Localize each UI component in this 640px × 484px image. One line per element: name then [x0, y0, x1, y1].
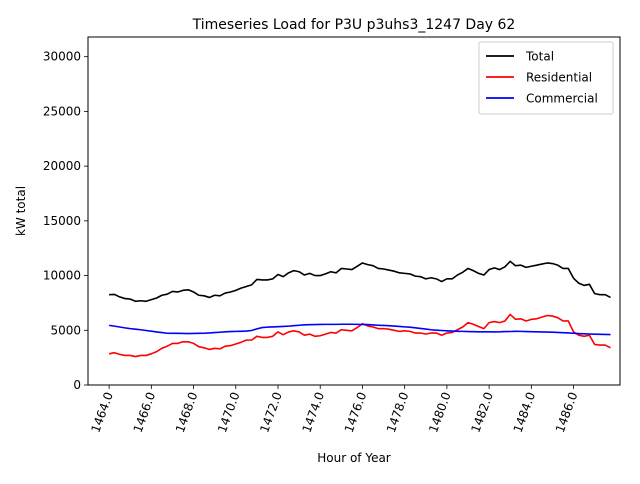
- series-line-residential: [108, 313, 611, 358]
- series-line-commercial: [108, 323, 611, 336]
- y-tick-label: 15000: [43, 214, 81, 228]
- legend-label-total: Total: [525, 50, 554, 64]
- x-tick-label: 1466.0: [131, 390, 159, 434]
- y-tick-label: 30000: [43, 50, 81, 64]
- legend-label-commercial: Commercial: [526, 92, 598, 106]
- legend-frame: [478, 41, 614, 115]
- x-tick-label: 1486.0: [553, 390, 581, 434]
- legend: Total Residential Commercial: [478, 41, 614, 115]
- series-line-total: [109, 260, 611, 303]
- x-tick-label: 1470.0: [215, 390, 243, 434]
- y-tick-label: 0: [73, 378, 81, 392]
- y-tick-label: 10000: [43, 269, 81, 283]
- x-tick-label: 1476.0: [342, 390, 370, 434]
- series-layer: [108, 260, 611, 358]
- x-axis-label: Hour of Year: [317, 451, 391, 465]
- x-tick-label: 1484.0: [511, 390, 539, 434]
- x-axis: 1464.0 1466.0 1468.0 1470.0 1472.0 1474.0 1476…: [88, 385, 580, 434]
- x-tick-label: 1464.0: [88, 390, 116, 434]
- x-tick-label: 1482.0: [468, 390, 496, 434]
- y-tick-label: 20000: [43, 159, 81, 173]
- legend-label-residential: Residential: [526, 71, 592, 85]
- x-tick-label: 1472.0: [257, 390, 285, 434]
- x-tick-label: 1478.0: [384, 390, 412, 434]
- chart-title: Timeseries Load for P3U p3uhs3_1247 Day …: [192, 17, 516, 33]
- y-tick-label: 25000: [43, 104, 81, 118]
- y-axis-label: kW total: [14, 186, 28, 236]
- x-tick-label: 1480.0: [426, 390, 454, 434]
- x-tick-label: 1468.0: [173, 390, 201, 434]
- y-tick-label: 5000: [50, 323, 81, 337]
- axes-frame: [87, 36, 621, 386]
- x-tick-label: 1474.0: [300, 390, 328, 434]
- plot-area: [87, 36, 621, 386]
- y-axis: 0 5000 10000 15000 20000 25000 30000: [43, 50, 88, 392]
